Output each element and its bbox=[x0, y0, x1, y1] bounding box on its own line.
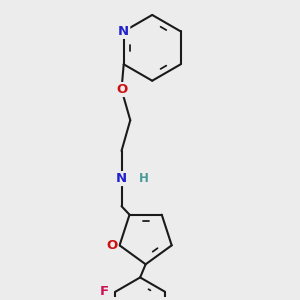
Text: O: O bbox=[106, 239, 118, 252]
Text: N: N bbox=[118, 25, 129, 38]
Text: F: F bbox=[100, 285, 109, 298]
Text: H: H bbox=[139, 172, 148, 185]
Text: O: O bbox=[116, 83, 127, 96]
Text: N: N bbox=[116, 172, 127, 185]
